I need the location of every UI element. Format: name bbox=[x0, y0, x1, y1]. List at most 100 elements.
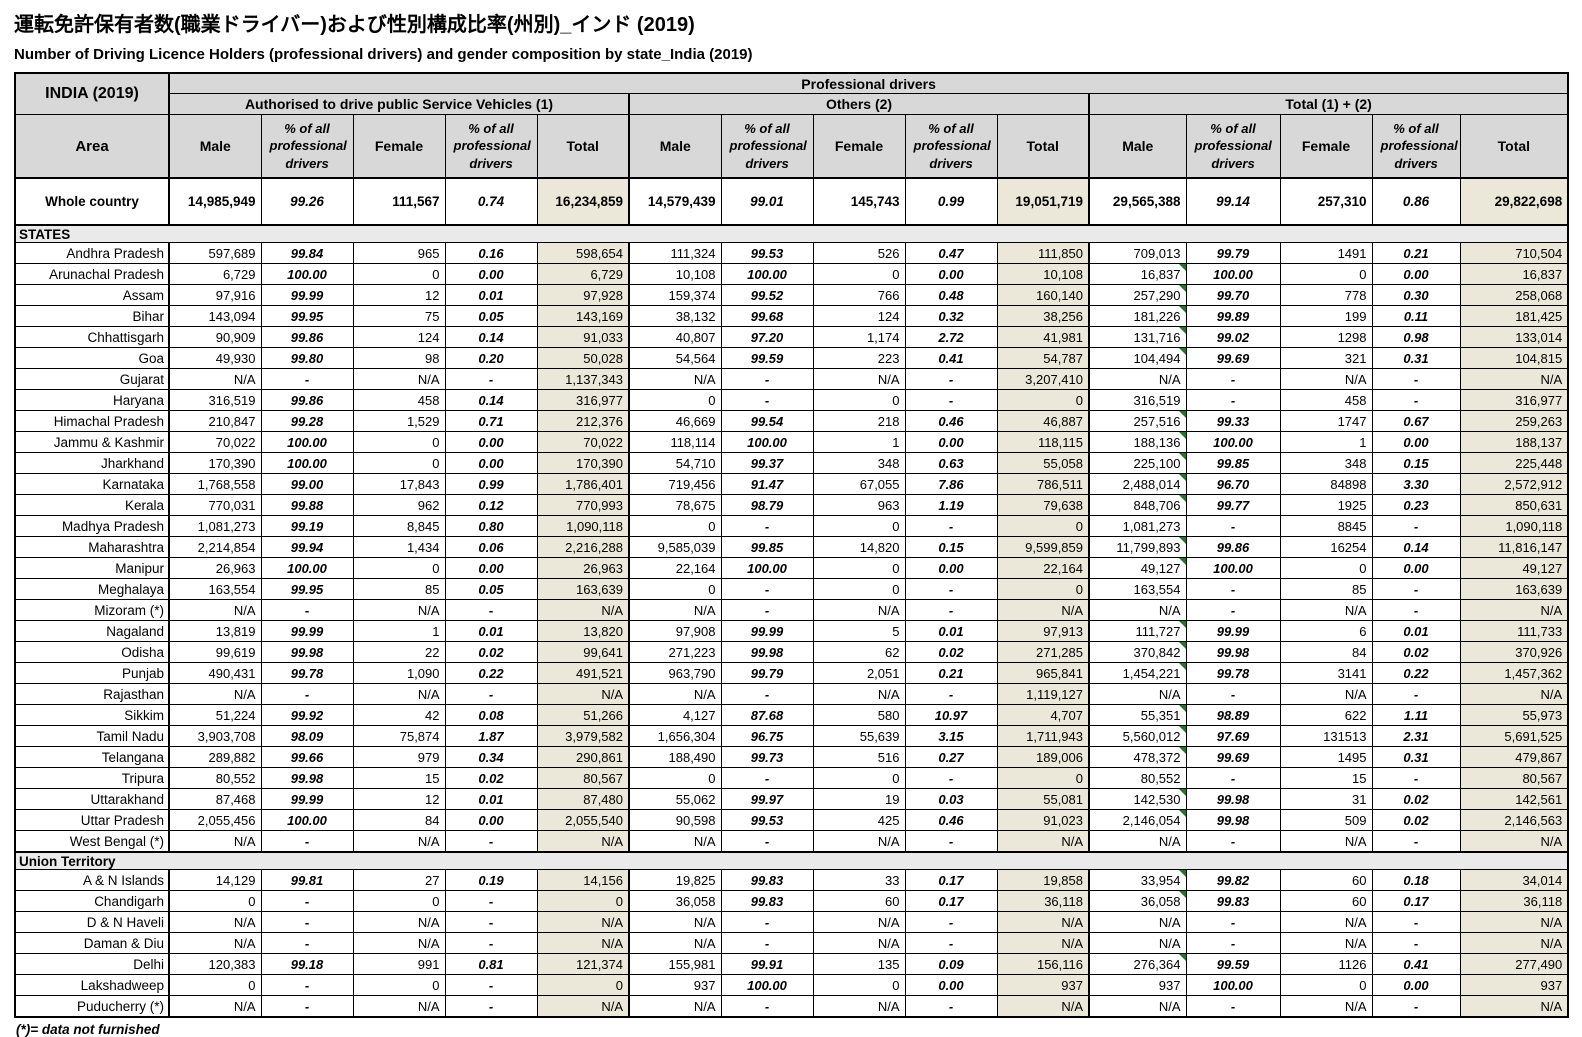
data-cell: 710,504 bbox=[1459, 242, 1569, 264]
cell-value: - bbox=[304, 914, 310, 930]
data-cell: 259,263 bbox=[1459, 410, 1569, 432]
cell-value: 0.41 bbox=[938, 350, 964, 366]
cell-value: 84 bbox=[1352, 644, 1367, 660]
data-cell: 0 bbox=[352, 263, 446, 285]
table-row: Arunachal Pradesh 6,729 100.00 0 0.00 6,729 10… bbox=[14, 263, 1569, 285]
data-cell: 99.98 bbox=[720, 641, 814, 663]
cell-value: - bbox=[488, 914, 494, 930]
data-cell: 12 bbox=[352, 788, 446, 810]
cell-value: N/A bbox=[417, 998, 440, 1014]
data-cell: 2.72 bbox=[904, 326, 998, 348]
cell-value: - bbox=[488, 935, 494, 951]
data-cell: - bbox=[720, 368, 814, 390]
data-cell: 0.00 bbox=[904, 431, 998, 453]
data-cell: 458 bbox=[1279, 389, 1373, 411]
cell-value: - bbox=[948, 602, 954, 618]
cell-value: N/A bbox=[601, 686, 623, 702]
data-cell: 991 bbox=[352, 953, 446, 975]
cell-value: - bbox=[948, 914, 954, 930]
section-band-0: STATES bbox=[14, 224, 1569, 243]
data-cell: - bbox=[260, 911, 354, 933]
cell-value: 99.81 bbox=[290, 872, 324, 888]
data-cell: 100.00 bbox=[260, 431, 354, 453]
data-cell: 0.32 bbox=[904, 305, 998, 327]
data-cell: - bbox=[720, 995, 814, 1018]
table-row: Lakshadweep 0 - 0 - 0 937 100.00 0 0.00 937 937 100.… bbox=[14, 974, 1569, 996]
data-cell: 0 bbox=[352, 890, 446, 912]
data-cell: - bbox=[1371, 830, 1461, 853]
cell-value: N/A bbox=[1061, 602, 1083, 618]
table-row: Bihar 143,094 99.95 75 0.05 143,169 38,132 99.6… bbox=[14, 305, 1569, 327]
cell-value: 770,031 bbox=[208, 497, 256, 513]
cell-value: 99.85 bbox=[750, 539, 784, 555]
cell-value: 1.87 bbox=[478, 728, 504, 744]
cell-value: 316,519 bbox=[208, 392, 256, 408]
table-row: Sikkim 51,224 99.92 42 0.08 51,266 4,127 87.68 5… bbox=[14, 704, 1569, 726]
data-cell: 0.20 bbox=[444, 347, 538, 369]
data-cell: - bbox=[904, 995, 998, 1018]
cell-value: 50,028 bbox=[583, 350, 623, 366]
cell-value: 259,263 bbox=[1515, 413, 1563, 429]
cell-value: 181,226 bbox=[1133, 308, 1181, 324]
data-cell: 0.03 bbox=[904, 788, 998, 810]
cell-value: 54,787 bbox=[1043, 350, 1083, 366]
cell-value: - bbox=[1230, 833, 1236, 849]
data-cell: 91.47 bbox=[720, 473, 814, 495]
cell-value: 0.01 bbox=[478, 623, 504, 639]
cell-value: N/A bbox=[601, 602, 623, 618]
cell-value: 258,068 bbox=[1515, 287, 1563, 303]
area-cell: Lakshadweep bbox=[14, 974, 170, 996]
cell-value: 1.19 bbox=[938, 497, 964, 513]
data-cell: - bbox=[260, 683, 354, 705]
cell-value: 0.63 bbox=[938, 455, 964, 471]
data-cell: - bbox=[720, 932, 814, 954]
cell-value: 80,567 bbox=[1522, 770, 1563, 786]
data-cell: 5,691,525 bbox=[1459, 725, 1569, 747]
excel-error-flag-icon bbox=[1178, 537, 1185, 544]
cell-value: N/A bbox=[693, 686, 716, 702]
cell-value: - bbox=[764, 914, 770, 930]
cell-value: 4,127 bbox=[682, 707, 716, 723]
cell-value: 2,146,563 bbox=[1504, 812, 1563, 828]
cell-value: 3,979,582 bbox=[565, 728, 623, 744]
data-cell: 54,710 bbox=[628, 452, 722, 474]
data-cell: 3,207,410 bbox=[996, 368, 1090, 390]
cell-value: 27 bbox=[425, 872, 440, 888]
cell-value: 0.15 bbox=[938, 539, 964, 555]
cell-value: 99.59 bbox=[750, 350, 784, 366]
data-cell: 5,560,012 bbox=[1088, 725, 1187, 747]
data-cell: - bbox=[904, 932, 998, 954]
data-cell: N/A bbox=[536, 830, 630, 853]
data-cell: 99.69 bbox=[1185, 347, 1281, 369]
cell-value: 2,146,054 bbox=[1122, 812, 1181, 828]
data-cell: N/A bbox=[996, 599, 1090, 621]
cell-value: 516 bbox=[877, 749, 900, 765]
data-cell: 143,169 bbox=[536, 305, 630, 327]
data-cell: - bbox=[260, 368, 354, 390]
data-cell: 4,127 bbox=[628, 704, 722, 726]
cell-value: 7.86 bbox=[938, 476, 964, 492]
data-cell: 33,954 bbox=[1088, 869, 1187, 891]
col-header-female-group2: Female bbox=[812, 114, 906, 179]
data-cell: - bbox=[1185, 389, 1281, 411]
data-cell: 99.18 bbox=[260, 953, 354, 975]
data-cell: 848,706 bbox=[1088, 494, 1187, 516]
data-cell: 0.46 bbox=[904, 410, 998, 432]
table-row: Uttarakhand 87,468 99.99 12 0.01 87,480 55,062… bbox=[14, 788, 1569, 810]
area-cell: Karnataka bbox=[14, 473, 170, 495]
cell-value: N/A bbox=[1540, 686, 1563, 702]
data-cell: 1,454,221 bbox=[1088, 662, 1187, 684]
data-cell: - bbox=[260, 830, 354, 853]
data-cell: 98.09 bbox=[260, 725, 354, 747]
data-cell: 0.41 bbox=[904, 347, 998, 369]
cell-value: 99.78 bbox=[1216, 665, 1250, 681]
data-cell: N/A bbox=[628, 599, 722, 621]
cell-value: N/A bbox=[1540, 935, 1563, 951]
cell-value: - bbox=[1230, 371, 1236, 387]
data-cell: 0.02 bbox=[1371, 809, 1461, 831]
cell-value: 19 bbox=[885, 791, 900, 807]
data-cell: 90,909 bbox=[168, 326, 262, 348]
cell-value: 370,842 bbox=[1133, 644, 1181, 660]
cell-value: 100.00 bbox=[1213, 977, 1253, 993]
area-cell: Sikkim bbox=[14, 704, 170, 726]
